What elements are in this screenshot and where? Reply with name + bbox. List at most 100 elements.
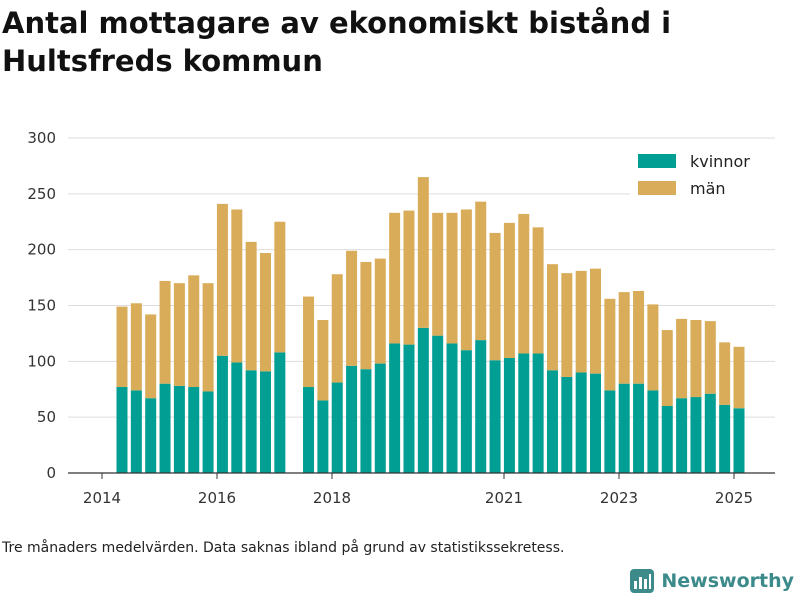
bar-man — [561, 273, 573, 377]
bar-kvinnor — [489, 360, 501, 473]
bar-man — [676, 318, 688, 399]
x-tick-label: 2014 — [83, 489, 121, 507]
bar-man — [475, 201, 487, 341]
legend-swatch — [638, 181, 676, 195]
bar-kvinnor — [518, 353, 530, 473]
bar-man — [417, 177, 429, 328]
bar-man — [446, 212, 458, 344]
bar-man — [518, 213, 530, 354]
bar-kvinnor — [417, 327, 429, 473]
y-tick-label: 200 — [27, 241, 56, 259]
bar-man — [173, 283, 185, 386]
legend: kvinnor män — [630, 147, 778, 207]
bar-kvinnor — [733, 408, 745, 473]
bar-kvinnor — [532, 353, 544, 473]
bar-man — [346, 250, 358, 366]
bar-man — [690, 320, 702, 398]
y-tick-label: 50 — [37, 408, 56, 426]
bar-kvinnor — [346, 365, 358, 473]
legend-swatch — [638, 154, 676, 168]
bar-man — [546, 264, 558, 371]
bar-kvinnor — [216, 355, 228, 473]
bar-man — [460, 209, 472, 351]
bar-man — [216, 203, 228, 356]
bar-kvinnor — [145, 398, 157, 473]
bar-kvinnor — [259, 371, 271, 473]
y-tick-label: 0 — [46, 464, 56, 482]
bar-man — [647, 304, 659, 391]
legend-label: män — [690, 179, 726, 198]
bar-kvinnor — [389, 343, 401, 473]
bar-kvinnor — [360, 369, 372, 473]
bar-kvinnor — [690, 397, 702, 473]
bar-man — [389, 212, 401, 344]
bar-man — [403, 210, 415, 345]
bar-man — [374, 258, 386, 364]
bar-man — [245, 241, 257, 371]
bar-kvinnor — [374, 363, 386, 473]
bar-man — [317, 320, 329, 401]
bar-kvinnor — [719, 404, 731, 473]
bar-kvinnor — [403, 344, 415, 473]
bar-man — [575, 270, 587, 373]
bar-man — [704, 321, 716, 394]
bar-kvinnor — [274, 352, 286, 473]
bar-kvinnor — [317, 400, 329, 473]
bar-kvinnor — [704, 393, 716, 473]
bar-man — [130, 303, 142, 391]
bar-kvinnor — [475, 340, 487, 473]
bar-kvinnor — [590, 373, 602, 473]
bar-kvinnor — [604, 390, 616, 473]
bar-man — [618, 292, 630, 384]
bar-kvinnor — [676, 398, 688, 473]
bar-man — [590, 268, 602, 374]
bar-kvinnor — [188, 387, 200, 473]
bar-kvinnor — [173, 385, 185, 473]
bar-kvinnor — [460, 350, 472, 473]
bar-man — [360, 261, 372, 370]
bar-kvinnor — [446, 343, 458, 473]
bar-man — [259, 253, 271, 372]
legend-label: kvinnor — [690, 152, 750, 171]
brand-logo: Newsworthy — [629, 568, 794, 594]
bar-kvinnor — [130, 390, 142, 473]
chart-title: Antal mottagare av ekonomiskt bistånd i … — [2, 6, 672, 78]
bar-man — [432, 212, 444, 336]
x-tick-label: 2023 — [600, 489, 638, 507]
chart-caption: Tre månaders medelvärden. Data saknas ib… — [2, 540, 565, 556]
x-tick-label: 2025 — [715, 489, 753, 507]
bar-man — [231, 209, 243, 363]
bars — [116, 177, 745, 473]
bar-kvinnor — [546, 370, 558, 473]
bar-kvinnor — [633, 383, 645, 473]
bar-man — [331, 274, 343, 383]
y-tick-label: 100 — [27, 352, 56, 370]
y-tick-label: 250 — [27, 185, 56, 203]
bar-kvinnor — [575, 372, 587, 473]
bar-man — [303, 296, 315, 388]
bar-man — [604, 298, 616, 391]
x-axis: 2014 2016 2018 2021 2023 2025 — [68, 472, 775, 507]
bar-man — [733, 346, 745, 409]
bar-man — [188, 275, 200, 388]
bar-man — [489, 232, 501, 361]
x-tick-label: 2018 — [313, 489, 351, 507]
bar-man — [503, 222, 515, 358]
x-tick-label: 2021 — [485, 489, 523, 507]
bar-kvinnor — [432, 335, 444, 473]
bar-man — [202, 283, 214, 392]
bar-chart: 2014 2016 2018 2021 2023 2025 0 50 100 150 200 250… — [27, 129, 778, 507]
bar-man — [159, 280, 171, 384]
bar-man — [274, 221, 286, 353]
bar-kvinnor — [618, 383, 630, 473]
y-axis: 0 50 100 150 200 250 300 — [27, 129, 56, 482]
bar-kvinnor — [245, 370, 257, 473]
bar-kvinnor — [561, 376, 573, 473]
bar-man — [532, 227, 544, 354]
bar-man — [661, 330, 673, 406]
y-tick-label: 300 — [27, 129, 56, 147]
bar-man — [116, 306, 128, 388]
bar-man — [633, 290, 645, 384]
bar-kvinnor — [159, 383, 171, 473]
bar-man — [719, 342, 731, 405]
